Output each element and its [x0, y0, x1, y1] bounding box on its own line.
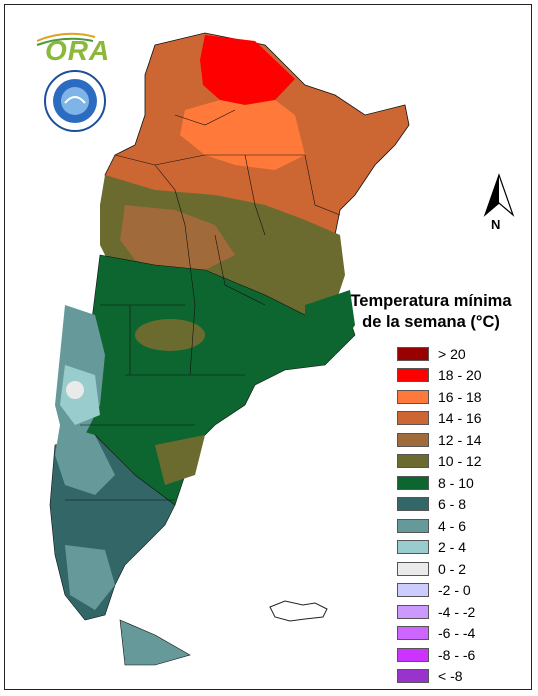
legend-label: 14 - 16	[438, 410, 482, 427]
legend-swatch	[397, 454, 429, 469]
legend: Temperatura mínima de la semana (°C) > 2…	[341, 291, 525, 684]
legend-item: -8 - -6	[397, 644, 482, 666]
legend-item: 0 - 2	[397, 558, 482, 580]
smn-seal-icon	[43, 69, 107, 133]
legend-label: > 20	[438, 345, 466, 362]
legend-label: 0 - 2	[438, 560, 467, 577]
legend-item: 4 - 6	[397, 515, 482, 537]
legend-title-line1: Temperatura mínima	[350, 292, 512, 310]
legend-swatch	[397, 583, 429, 598]
map-frame: ORA N Temperatura mínima de la semana (°…	[4, 4, 532, 690]
ora-leaf-icon	[36, 32, 96, 46]
north-arrow-icon	[479, 173, 519, 243]
legend-label: 2 - 4	[438, 539, 467, 556]
legend-swatch	[397, 626, 429, 641]
legend-swatch	[397, 497, 429, 512]
legend-swatch	[397, 346, 429, 361]
legend-label: < -8	[438, 668, 463, 685]
ora-logo-text: ORA	[45, 35, 111, 66]
legend-swatch	[397, 669, 429, 684]
north-label: N	[491, 217, 501, 232]
legend-swatch	[397, 411, 429, 426]
legend-title-line2: de la semana (°C)	[362, 313, 500, 331]
legend-item: -4 - -2	[397, 601, 482, 623]
legend-rows: > 20 18 - 20 16 - 18 14 - 16 12 - 14 10 - 12 8…	[397, 343, 482, 687]
legend-item: < -8	[397, 666, 482, 688]
legend-item: 8 - 10	[397, 472, 482, 494]
legend-item: 14 - 16	[397, 408, 482, 430]
legend-label: 8 - 10	[438, 474, 474, 491]
temperature-map	[49, 32, 410, 666]
legend-label: 18 - 20	[438, 367, 482, 384]
legend-label: 16 - 18	[438, 388, 482, 405]
legend-label: -2 - 0	[438, 582, 471, 599]
legend-label: 12 - 14	[438, 431, 482, 448]
ora-logo: ORA	[35, 27, 115, 67]
legend-label: -8 - -6	[438, 646, 476, 663]
province-borders	[65, 109, 341, 501]
legend-swatch	[397, 518, 429, 533]
legend-swatch	[397, 432, 429, 447]
legend-swatch	[397, 647, 429, 662]
legend-label: -6 - -4	[438, 625, 476, 642]
legend-swatch	[397, 389, 429, 404]
legend-swatch	[397, 475, 429, 490]
legend-item: 2 - 4	[397, 537, 482, 559]
legend-label: 10 - 12	[438, 453, 482, 470]
legend-label: -4 - -2	[438, 603, 476, 620]
legend-item: 10 - 12	[397, 451, 482, 473]
legend-item: > 20	[397, 343, 482, 365]
legend-label: 4 - 6	[438, 517, 467, 534]
legend-item: 6 - 8	[397, 494, 482, 516]
legend-swatch	[397, 540, 429, 555]
legend-item: 16 - 18	[397, 386, 482, 408]
legend-swatch	[397, 604, 429, 619]
legend-item: -2 - 0	[397, 580, 482, 602]
legend-swatch	[397, 561, 429, 576]
legend-label: 6 - 8	[438, 496, 467, 513]
legend-item: -6 - -4	[397, 623, 482, 645]
legend-item: 12 - 14	[397, 429, 482, 451]
legend-swatch	[397, 368, 429, 383]
legend-item: 18 - 20	[397, 365, 482, 387]
country-shape	[49, 32, 410, 666]
